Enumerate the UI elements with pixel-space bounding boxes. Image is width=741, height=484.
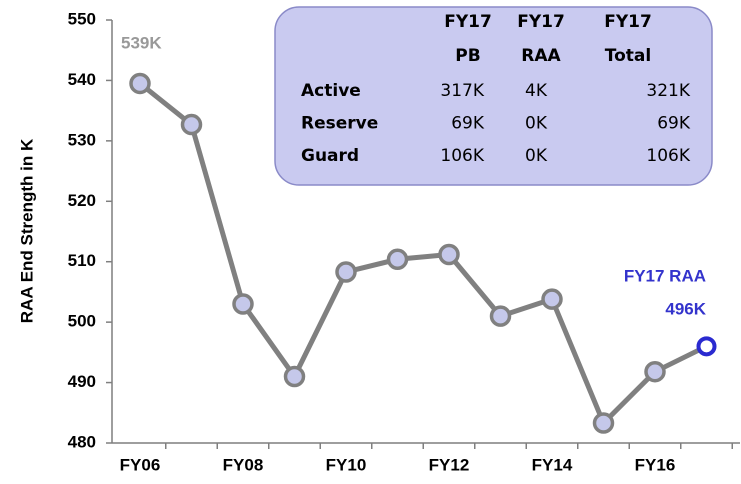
table-cell: 321K [646, 81, 690, 101]
y-tick-label: 550 [68, 9, 96, 28]
marker [180, 113, 203, 136]
x-tick-label: FY16 [635, 455, 676, 474]
table-header: FY17 [444, 12, 492, 32]
table-cell: 106K [646, 146, 690, 166]
marker [232, 293, 254, 315]
marker [129, 72, 151, 95]
x-tick-label: FY14 [532, 455, 573, 474]
marker [696, 336, 717, 357]
y-tick-label: 490 [68, 372, 96, 391]
marker [335, 261, 357, 283]
marker [386, 248, 409, 271]
table-cell: 69K [657, 114, 691, 134]
table-header: RAA [521, 46, 561, 66]
marker [592, 412, 615, 434]
table-cell: 69K [451, 114, 485, 134]
annotation: 539K [121, 33, 162, 52]
table-cell: 4K [525, 81, 548, 101]
x-tick-label: FY12 [429, 455, 470, 474]
marker [644, 360, 666, 383]
marker [283, 365, 306, 388]
table-cell: 106K [440, 146, 484, 166]
y-tick-label: 480 [68, 432, 96, 451]
table-header: FY17 [604, 12, 652, 32]
x-tick-label: FY08 [223, 455, 264, 474]
annotation: 496K [665, 299, 706, 318]
marker [541, 288, 563, 310]
line [138, 81, 708, 426]
table-row-label: Active [301, 81, 361, 101]
table-cell: 0K [525, 114, 548, 134]
table-header: Total [605, 46, 651, 66]
table-box [274, 6, 713, 186]
y-tick-label: 520 [68, 191, 96, 210]
annotation: FY17 RAA [624, 266, 706, 285]
y-tick-label: 510 [68, 251, 96, 270]
table-cell: 317K [440, 81, 484, 101]
marker [438, 243, 460, 266]
table-header: FY17 [517, 12, 565, 32]
y-tick-label: 500 [68, 312, 96, 331]
x-tick-label: FY06 [120, 455, 161, 474]
y-axis-label: RAA End Strength in K [17, 138, 36, 323]
table-header: PB [455, 46, 480, 66]
x-tick-label: FY10 [326, 455, 367, 474]
y-tick-label: 540 [68, 70, 96, 89]
marker [489, 305, 512, 327]
table-cell: 0K [525, 146, 548, 166]
table-row-label: Guard [301, 146, 359, 166]
table-row-label: Reserve [301, 114, 378, 134]
y-tick-label: 530 [68, 130, 96, 149]
